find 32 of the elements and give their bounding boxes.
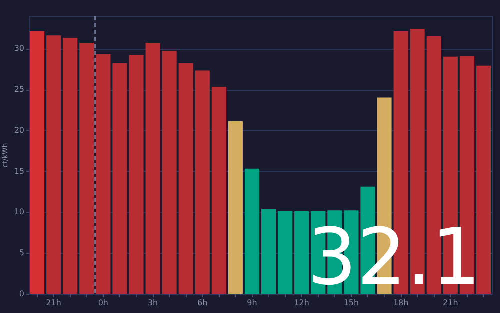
- bar: [294, 211, 310, 294]
- y-tick-label: 0: [19, 290, 24, 298]
- bar: [112, 63, 128, 294]
- y-tick-label: 5: [19, 248, 24, 258]
- x-tick-label: 21h: [443, 298, 458, 308]
- bar: [476, 66, 492, 294]
- y-tick-label: 10: [14, 208, 24, 217]
- bar: [96, 54, 111, 294]
- y-tick-label: 15: [14, 166, 24, 176]
- x-tick-label: 9h: [247, 298, 258, 308]
- x-tick-label: 18h: [393, 298, 409, 308]
- bar: [63, 38, 78, 294]
- bar: [212, 87, 226, 294]
- x-tick-label: 21h: [46, 298, 62, 308]
- y-tick-label: 20: [14, 126, 24, 135]
- bar: [80, 42, 94, 294]
- y-tick-label: 25: [14, 85, 24, 94]
- bar: [195, 70, 210, 294]
- y-tick-label: 30: [14, 44, 24, 54]
- bar: [278, 211, 293, 294]
- x-tick-label: 3h: [148, 298, 158, 308]
- x-tick-label: 6h: [198, 298, 208, 308]
- x-tick-label: 0h: [98, 298, 108, 308]
- x-tick-label: 15h: [344, 298, 360, 308]
- bar: [228, 121, 243, 294]
- bar: [244, 168, 260, 294]
- bar: [162, 51, 177, 294]
- bar: [30, 32, 45, 294]
- bar: [178, 63, 194, 294]
- x-tick-label: 12h: [294, 298, 310, 308]
- bar: [261, 208, 276, 294]
- bar: [46, 36, 62, 294]
